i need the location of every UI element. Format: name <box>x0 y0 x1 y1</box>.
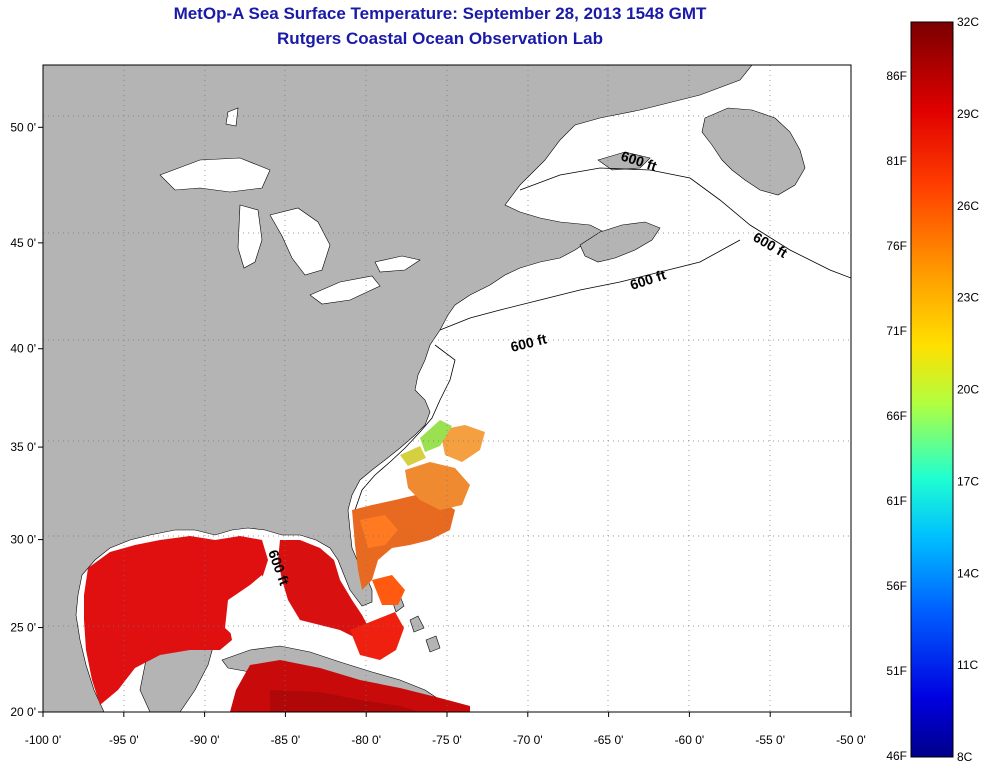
sst-gulf-of-mexico <box>84 536 470 712</box>
colorbar-fahrenheit-label: 56F <box>886 579 907 593</box>
continental-shelf-outline-2 <box>439 239 741 331</box>
lon-tick-label: -95 0' <box>109 733 139 747</box>
lat-tick-label: 20 0' <box>10 705 36 719</box>
colorbar-celsius-label: 17C <box>957 474 979 488</box>
lat-tick-label: 25 0' <box>10 621 36 635</box>
lon-tick-label: -80 0' <box>351 733 381 747</box>
colorbar-fahrenheit-label: 51F <box>886 664 907 678</box>
lon-tick-label: -100 0' <box>25 733 61 747</box>
colorbar-celsius-label: 14C <box>957 566 979 580</box>
colorbar-celsius-label: 32C <box>957 15 979 29</box>
colorbar-fahrenheit-label: 71F <box>886 324 907 338</box>
land-newfoundland <box>701 107 806 196</box>
longitude-axis: -100 0' -95 0' -90 0' -85 0' -80 0' -75 0' -70… <box>25 712 866 747</box>
lat-tick-label: 45 0' <box>10 236 36 250</box>
lat-tick-label: 35 0' <box>10 440 36 454</box>
lat-tick-label: 30 0' <box>10 533 36 547</box>
colorbar-fahrenheit-label: 86F <box>886 69 907 83</box>
lon-tick-label: -65 0' <box>594 733 624 747</box>
colorbar-celsius-label: 23C <box>957 291 979 305</box>
lon-tick-label: -55 0' <box>755 733 785 747</box>
lat-tick-label: 50 0' <box>10 120 36 134</box>
map-subtitle: Rutgers Coastal Ocean Observation Lab <box>277 29 603 48</box>
continental-shelf-outline <box>519 167 851 279</box>
lon-tick-label: -75 0' <box>432 733 462 747</box>
map-title: MetOp-A Sea Surface Temperature: Septemb… <box>173 4 707 23</box>
latitude-axis: 20 0' 25 0' 30 0' 35 0' 40 0' 45 0' 50 0' <box>10 120 43 719</box>
sst-southeast-atlantic <box>352 420 485 605</box>
lon-tick-label: -60 0' <box>675 733 705 747</box>
land-north-america <box>43 65 753 712</box>
lat-tick-label: 40 0' <box>10 342 36 356</box>
colorbar-celsius-label: 26C <box>957 199 979 213</box>
land-nova-scotia <box>579 221 661 263</box>
colorbar-fahrenheit-label: 66F <box>886 409 907 423</box>
colorbar-fahrenheit-label: 76F <box>886 239 907 253</box>
colorbar-celsius-label: 29C <box>957 107 979 121</box>
colorbar-fahrenheit-label: 61F <box>886 494 907 508</box>
colorbar-fahrenheit-label: 81F <box>886 154 907 168</box>
lon-tick-label: -90 0' <box>190 733 220 747</box>
lon-tick-label: -85 0' <box>271 733 301 747</box>
colorbar-labels: 32C 29C 26C 23C 20C 17C 14C 11C 8C 86F 81F 76F 71F 66… <box>886 15 979 764</box>
colorbar-celsius-label: 20C <box>957 383 979 397</box>
great-lakes <box>159 107 421 305</box>
lon-tick-label: -50 0' <box>836 733 866 747</box>
colorbar-celsius-label: 8C <box>957 750 973 764</box>
colorbar-celsius-label: 11C <box>957 658 978 672</box>
colorbar <box>910 21 954 758</box>
lon-tick-label: -70 0' <box>513 733 543 747</box>
colorbar-fahrenheit-label: 46F <box>886 749 907 763</box>
